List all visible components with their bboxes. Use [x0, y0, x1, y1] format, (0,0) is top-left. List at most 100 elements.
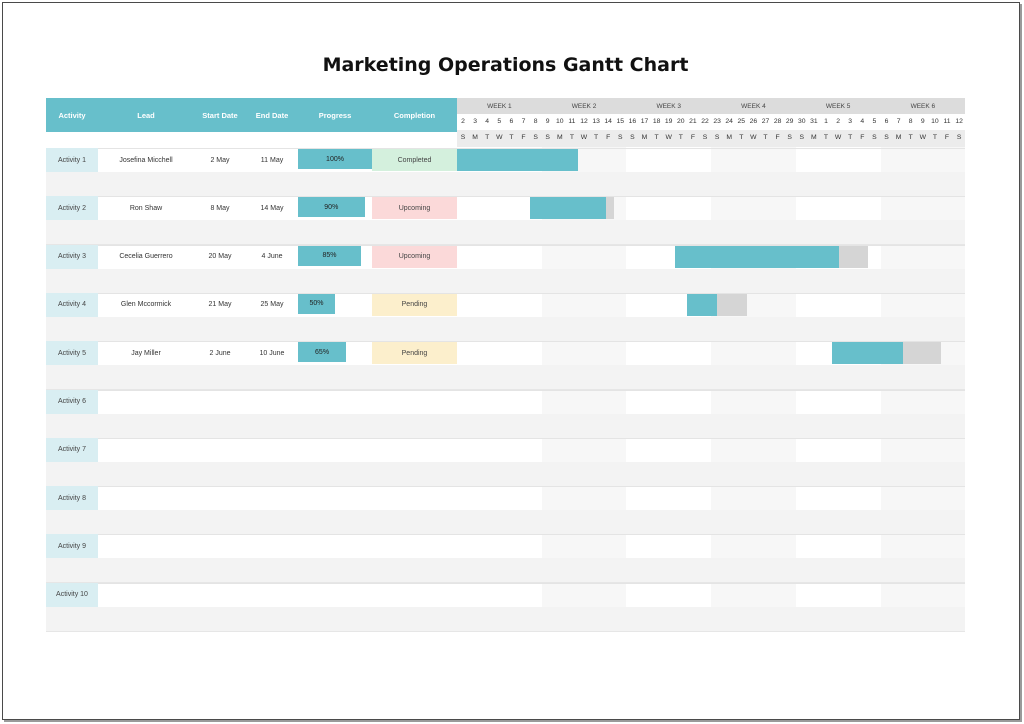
row-divider [46, 148, 965, 149]
chart-title: Marketing Operations Gantt Chart [322, 54, 689, 76]
gantt-bar-remaining [717, 293, 748, 316]
activity-label: Activity 1 [46, 148, 98, 172]
weekday-letter: W [665, 134, 672, 141]
lead-name: Cecelia Guerrero [119, 253, 173, 261]
completion-status: Completed [372, 149, 457, 171]
row-divider [46, 292, 965, 294]
weekday-letter: W [580, 134, 588, 141]
weekday-letter: T [739, 134, 744, 141]
weekday-letter: W [834, 134, 842, 141]
weekday-letter: W [919, 134, 926, 141]
header-completion: Completion [372, 98, 457, 132]
progress-bar-fill [298, 197, 365, 218]
weekday-letter: F [521, 134, 526, 141]
weekday-letter: T [823, 134, 829, 141]
day-number: 9 [545, 118, 550, 125]
day-number: 16 [628, 118, 637, 125]
weekday-letter: W [750, 134, 757, 141]
activity-label: Activity 4 [46, 292, 98, 317]
completion-status: Pending [372, 342, 457, 365]
progress-value: 50% [309, 300, 324, 308]
gantt-bar-remaining [839, 245, 869, 268]
spacer-row [46, 461, 965, 487]
weekday-letter: S [872, 134, 877, 141]
weekday-letter: F [690, 134, 695, 141]
day-number: 18 [652, 118, 661, 125]
completion-status: Upcoming [372, 197, 457, 220]
week-label: WEEK 5 [825, 102, 851, 110]
lead-name: Glen Mccormick [120, 301, 172, 309]
gantt-bar-completed [674, 245, 840, 268]
activity-label: Activity 8 [46, 486, 98, 511]
weekday-letter: F [775, 134, 780, 141]
weekday-letter: T [763, 134, 768, 141]
day-number: 31 [810, 118, 818, 125]
day-number: 10 [556, 118, 564, 125]
gantt-bar-completed [686, 293, 718, 316]
day-number: 7 [521, 118, 526, 125]
weekday-letter: W [496, 134, 503, 141]
day-number: 7 [896, 118, 901, 125]
progress-bar-fill [298, 342, 347, 363]
activity-label: Activity 5 [46, 341, 98, 366]
weekday-letter: T [509, 134, 514, 141]
row-divider [46, 389, 965, 391]
spacer-row [46, 413, 965, 439]
week-label: WEEK 6 [910, 102, 936, 110]
day-number: 11 [568, 118, 576, 125]
day-number: 26 [749, 118, 758, 125]
activity-label: Activity 7 [46, 437, 98, 462]
day-number: 3 [473, 118, 477, 125]
end-date: 11 May [260, 156, 284, 164]
start-date: 2 June [209, 349, 231, 357]
day-number: 3 [848, 118, 853, 125]
end-date: 10 June [259, 349, 285, 357]
day-number: 15 [616, 118, 625, 125]
activity-label: Activity 10 [46, 582, 98, 607]
header-end-date: End Date [246, 98, 298, 132]
activity-label: Activity 6 [46, 389, 98, 414]
progress-value: 85% [322, 252, 337, 260]
day-number: 10 [931, 118, 939, 125]
completion-status: Pending [372, 293, 457, 316]
progress-value: 65% [315, 348, 330, 356]
weekday-letter: S [460, 134, 466, 141]
end-date: 25 May [260, 301, 284, 309]
activity-label: Activity 3 [46, 244, 98, 269]
day-number: 2 [836, 118, 840, 125]
spacer-row [46, 606, 965, 632]
spacer-row [46, 316, 965, 342]
header-start-date: Start Date [194, 98, 246, 132]
lead-name: Ron Shaw [129, 204, 163, 212]
weekday-letter: S [630, 134, 635, 141]
header-progress: Progress [298, 98, 372, 132]
end-date: 14 May [260, 204, 284, 212]
lead-name: Josefina Micchell [119, 156, 173, 164]
day-number: 17 [640, 118, 649, 125]
day-number-band [457, 114, 965, 130]
progress-value: 100% [326, 155, 344, 163]
row-divider [46, 534, 965, 536]
row-divider [46, 341, 965, 343]
weekday-letter: M [726, 134, 733, 141]
row-divider [46, 244, 965, 246]
weekday-letter: M [641, 134, 648, 141]
weekday-letter: T [932, 134, 937, 141]
day-number: 12 [580, 118, 588, 125]
weekday-letter: T [678, 134, 683, 141]
weekday-letter: S [956, 134, 962, 141]
weekday-letter: T [569, 134, 574, 141]
weekday-letter: S [799, 134, 805, 141]
day-number: 13 [592, 118, 600, 125]
spacer-row [46, 510, 965, 536]
weekday-letter: S [714, 134, 720, 141]
start-date: 8 May [210, 204, 230, 212]
day-number: 20 [677, 118, 685, 125]
day-number: 8 [533, 118, 538, 125]
day-number: 28 [773, 118, 782, 125]
day-number: 29 [785, 118, 794, 125]
header-lead: Lead [98, 98, 194, 132]
day-number: 27 [761, 118, 770, 125]
day-number: 30 [798, 118, 806, 125]
gantt-bar-remaining [605, 197, 615, 220]
